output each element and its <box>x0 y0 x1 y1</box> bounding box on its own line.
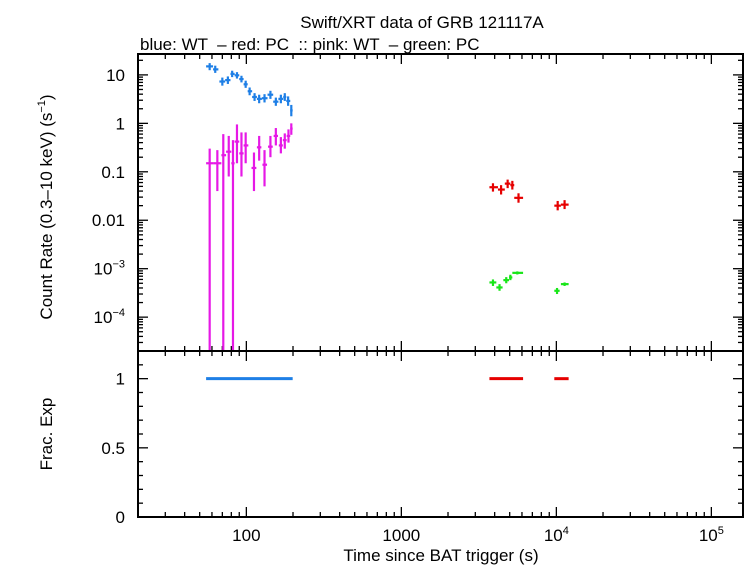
data-point <box>512 271 524 275</box>
data-point <box>273 128 278 146</box>
chart-title: Swift/XRT data of GRB 121117A <box>300 13 544 32</box>
data-point <box>283 93 287 101</box>
data-point <box>282 133 287 149</box>
frac-exp-panel: 100 1000 104 105 1 0.5 0 <box>101 350 744 545</box>
data-point <box>256 135 262 161</box>
data-point <box>503 277 510 284</box>
data-point <box>239 132 244 177</box>
data-point <box>290 123 293 135</box>
data-point <box>226 135 232 177</box>
data-point <box>489 183 498 192</box>
data-point <box>262 150 268 187</box>
rate-panel-frame <box>137 53 744 352</box>
data-point <box>554 287 560 295</box>
data-point <box>504 179 511 189</box>
frac-exp-y-tick-label: 0 <box>116 508 125 527</box>
data-point <box>261 94 268 103</box>
data-point <box>252 93 257 101</box>
data-point <box>268 135 273 158</box>
data-point <box>231 140 235 351</box>
data-point <box>230 70 235 78</box>
data-point <box>251 152 257 192</box>
data-point <box>497 185 505 195</box>
rate-y-tick-label: 10−3 <box>94 259 125 279</box>
x-tick-label: 104 <box>544 525 569 545</box>
x-axis-label: Time since BAT trigger (s) <box>343 546 538 565</box>
frac-exp-y-axis-label: Frac. Exp <box>37 398 56 471</box>
data-point <box>219 77 226 86</box>
data-point <box>514 193 524 203</box>
series-pc-2 <box>489 179 569 211</box>
data-point <box>496 284 503 291</box>
data-point <box>273 97 279 106</box>
data-point <box>489 279 497 286</box>
data-point <box>234 124 240 164</box>
data-point <box>278 137 283 154</box>
data-point <box>206 63 214 71</box>
data-point <box>554 200 561 211</box>
rate-y-tick-label: 10 <box>106 66 125 85</box>
data-point <box>510 180 515 190</box>
frac-exp-panel-frame <box>137 350 744 518</box>
data-point <box>206 148 214 351</box>
rate-y-tick-label: 1 <box>116 114 125 133</box>
data-point <box>509 274 513 281</box>
chart-subtitle: blue: WT – red: PC :: pink: WT – green: … <box>140 35 480 54</box>
data-point <box>286 129 291 143</box>
data-point <box>225 76 231 84</box>
data-point <box>560 282 569 286</box>
data-point <box>256 94 262 104</box>
rate-y-tick-label: 0.1 <box>101 163 125 182</box>
data-point <box>243 132 249 164</box>
frac-exp-y-tick-label: 1 <box>116 370 125 389</box>
data-point <box>243 80 248 88</box>
frac-exp-y-tick-label: 0.5 <box>101 439 125 458</box>
data-point <box>290 104 293 117</box>
data-point <box>267 90 274 99</box>
rate-y-axis-label: Count Rate (0.3–10 keV) (s−1) <box>36 94 56 319</box>
data-point <box>239 75 244 83</box>
data-point <box>560 200 569 210</box>
x-tick-label: 100 <box>232 526 260 545</box>
data-point <box>286 96 291 106</box>
series-wt-0 <box>206 63 293 117</box>
data-point <box>221 134 227 351</box>
data-point <box>278 94 284 104</box>
data-point <box>234 72 240 79</box>
data-point <box>213 65 219 73</box>
data-point <box>213 150 222 192</box>
x-tick-label: 1000 <box>382 526 420 545</box>
rate-y-tick-label: 10−4 <box>94 307 125 327</box>
series-pc-3 <box>489 271 569 295</box>
series-wt-1 <box>206 123 293 351</box>
rate-y-tick-label: 0.01 <box>92 211 125 230</box>
x-tick-label: 105 <box>699 525 724 545</box>
rate-panel: 10 1 0.1 0.01 10−3 10−4 <box>92 53 744 352</box>
data-point <box>247 87 253 96</box>
